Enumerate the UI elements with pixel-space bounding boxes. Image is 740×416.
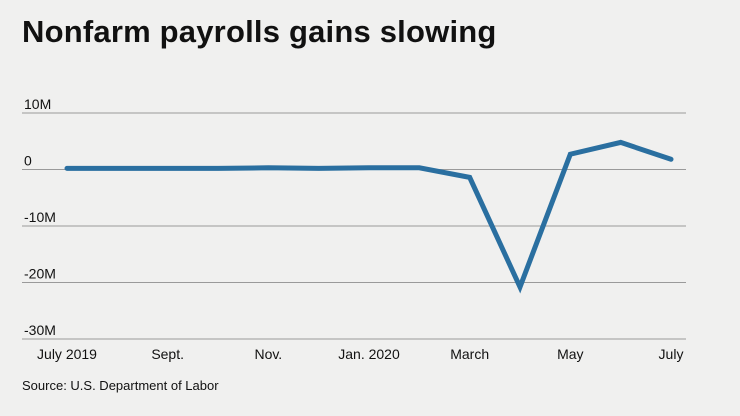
x-tick-label: May [557, 346, 583, 362]
y-tick-label: -20M [24, 266, 56, 282]
x-tick-label: July [659, 346, 684, 362]
x-tick-label: March [450, 346, 489, 362]
x-tick-label: Sept. [151, 346, 184, 362]
x-tick-label: Jan. 2020 [338, 346, 400, 362]
series-line [64, 139, 674, 294]
y-tick-label: 10M [24, 96, 51, 112]
series-layer [64, 139, 674, 294]
grid-lines [22, 112, 686, 340]
y-axis-ticks: 10M 0 -10M -20M -30M [24, 96, 56, 338]
x-tick-label: Nov. [254, 346, 282, 362]
x-tick-label: July 2019 [37, 346, 97, 362]
y-tick-label: -10M [24, 209, 56, 225]
x-axis-ticks: July 2019 Sept. Nov. Jan. 2020 March May July [37, 346, 683, 362]
source-note: Source: U.S. Department of Labor [22, 378, 219, 393]
y-tick-label: 0 [24, 153, 32, 169]
chart-title: Nonfarm payrolls gains slowing [22, 14, 497, 49]
y-tick-label: -30M [24, 322, 56, 338]
